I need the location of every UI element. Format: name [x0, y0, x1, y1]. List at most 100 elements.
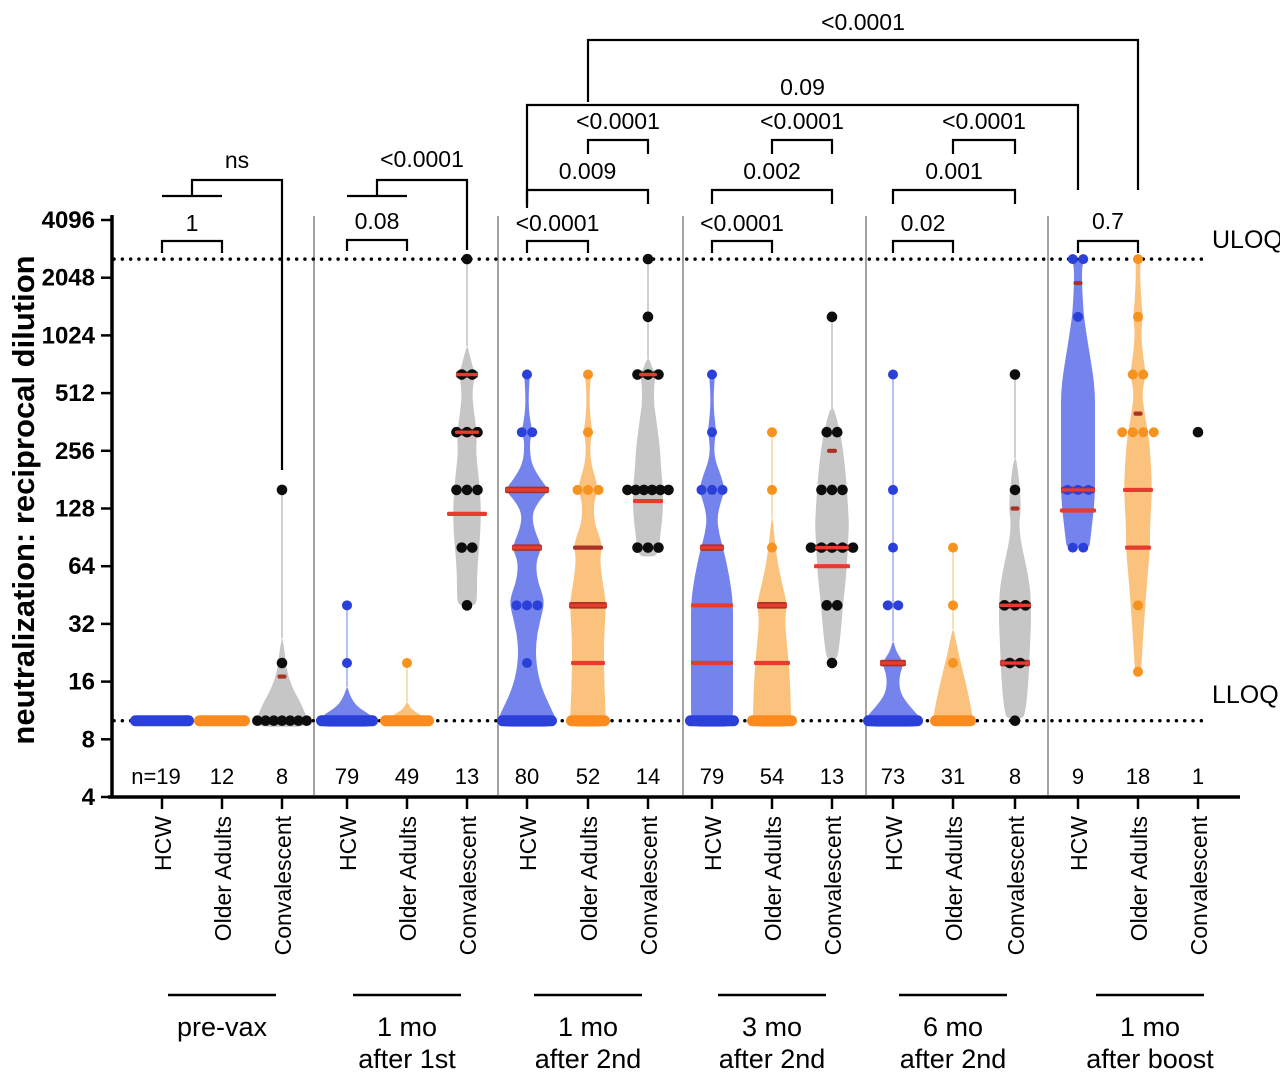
data-point: [522, 600, 532, 611]
data-point: [301, 715, 312, 727]
n-count-label: 8: [1009, 764, 1021, 789]
group-label-line1: 6 mo: [923, 1012, 983, 1042]
data-point: [260, 715, 271, 727]
data-point: [816, 484, 827, 496]
median-line: [1060, 508, 1096, 513]
category-label: HCW: [1066, 816, 1092, 871]
data-point: [276, 657, 288, 669]
median-line: [633, 498, 663, 504]
group-label-line1: pre-vax: [177, 1012, 268, 1042]
group-label-line2: after 1st: [358, 1044, 456, 1072]
uloq-label: ULOQ: [1212, 226, 1280, 254]
y-tick-label: 4: [82, 784, 96, 811]
data-point: [707, 484, 717, 495]
y-tick-label: 1024: [42, 322, 96, 349]
category-label: Convalescent: [636, 815, 662, 955]
data-point: [821, 426, 833, 438]
quartile-line: [1010, 506, 1020, 511]
data-point: [767, 427, 777, 438]
violin-older-adults: [1124, 259, 1152, 672]
category-label: Older Adults: [576, 816, 602, 941]
category-label: HCW: [335, 816, 361, 871]
data-point: [1009, 369, 1021, 380]
data-point: [1067, 542, 1078, 553]
bracket: [525, 103, 1080, 208]
data-point: [1133, 600, 1143, 611]
median-line: [691, 660, 733, 666]
data-point: [653, 542, 664, 553]
quartile-line: [827, 448, 837, 453]
p-value-label: <0.0001: [380, 146, 464, 172]
data-point: [1127, 369, 1138, 380]
n-count-label: 14: [636, 764, 660, 789]
quartile-line: [1133, 411, 1143, 416]
category-label: Convalescent: [1003, 815, 1029, 955]
p-value-label: <0.0001: [700, 210, 784, 236]
data-point: [252, 715, 263, 727]
n-count-label: 54: [760, 764, 784, 789]
data-point: [461, 600, 473, 611]
data-point: [663, 484, 674, 496]
median-line: [757, 603, 787, 608]
data-point: [466, 542, 478, 553]
lloq-point-row: [194, 715, 250, 727]
median-line: [447, 511, 487, 516]
data-point: [948, 600, 958, 611]
data-point: [642, 311, 654, 323]
significance-brackets: 1 ns 0.08 <0.0001 <0.0001 0.009 <0.0001 <0.0001…: [160, 9, 1140, 470]
data-point: [655, 484, 666, 496]
data-point: [826, 311, 838, 323]
data-point: [642, 253, 654, 265]
y-tick-label: 8: [82, 726, 95, 753]
data-point: [1067, 254, 1078, 265]
data-point: [461, 253, 473, 265]
bracket: [347, 178, 469, 250]
violin-older-adults: [753, 517, 791, 727]
data-point: [522, 369, 532, 380]
lloq-point-row: [316, 715, 378, 727]
data-point: [1192, 426, 1204, 438]
category-label: Older Adults: [1126, 816, 1152, 941]
lloq-point-row: [863, 715, 923, 727]
data-point: [888, 484, 898, 495]
quartile-line: [1073, 280, 1083, 286]
data-point: [696, 484, 707, 495]
n-count-label: 52: [576, 764, 600, 789]
data-point: [402, 658, 412, 669]
n-count-label: 1: [1192, 764, 1204, 789]
data-point: [276, 484, 288, 496]
data-point: [653, 369, 664, 380]
bracket: [345, 238, 409, 251]
median-line: [569, 603, 607, 608]
p-value-label: <0.0001: [942, 108, 1026, 134]
median-line: [1061, 488, 1095, 492]
violin-convalescent: [453, 346, 481, 606]
data-point: [707, 427, 717, 438]
data-point: [1078, 542, 1089, 553]
p-value-label: 0.009: [559, 158, 617, 184]
category-label: HCW: [515, 816, 541, 871]
bracket: [891, 239, 955, 253]
group-label-line1: 1 mo: [377, 1012, 437, 1042]
group-label-line2: after 2nd: [900, 1044, 1007, 1072]
median-line: [512, 545, 542, 550]
group-label-line1: 3 mo: [742, 1012, 802, 1042]
data-point: [1078, 254, 1089, 265]
y-tick-label: 128: [55, 496, 95, 523]
y-tick-label: 4096: [42, 207, 95, 234]
category-label: Older Adults: [941, 816, 967, 941]
median-line: [754, 660, 790, 666]
p-value-label: <0.0001: [760, 108, 844, 134]
y-tick-label: 32: [68, 611, 95, 638]
violin-hcw: [1061, 259, 1095, 548]
category-label: Convalescent: [455, 815, 481, 955]
group-label-line2: after 2nd: [535, 1044, 642, 1072]
group-label-line1: 1 mo: [1120, 1012, 1180, 1042]
violin-bodies: [257, 259, 1152, 727]
data-point: [821, 600, 833, 611]
data-point: [461, 484, 473, 496]
median-line: [639, 372, 657, 377]
y-tick-label: 256: [55, 438, 95, 465]
